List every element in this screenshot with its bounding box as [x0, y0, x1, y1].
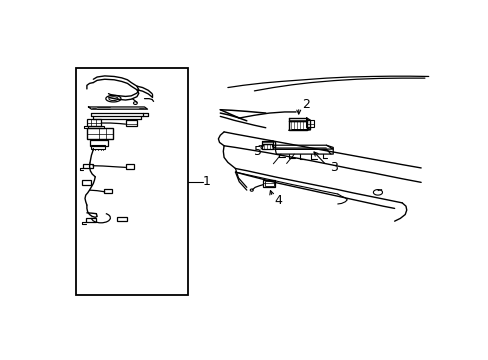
- Bar: [125, 120, 137, 126]
- Bar: [87, 128, 113, 139]
- Bar: [263, 180, 274, 187]
- Text: 5: 5: [254, 145, 262, 158]
- Bar: [264, 181, 273, 186]
- Bar: [306, 120, 313, 127]
- Text: 4: 4: [274, 194, 282, 207]
- Bar: [76, 68, 188, 296]
- Text: 3: 3: [329, 161, 337, 174]
- Text: 2: 2: [301, 98, 309, 111]
- Bar: [125, 164, 134, 169]
- Bar: [82, 180, 91, 185]
- Bar: [103, 189, 112, 193]
- Bar: [87, 120, 101, 126]
- Bar: [89, 140, 107, 146]
- Bar: [91, 145, 105, 149]
- Text: 1: 1: [203, 175, 210, 188]
- Bar: [88, 126, 103, 128]
- Bar: [117, 217, 127, 221]
- Bar: [83, 163, 93, 168]
- Bar: [85, 217, 96, 222]
